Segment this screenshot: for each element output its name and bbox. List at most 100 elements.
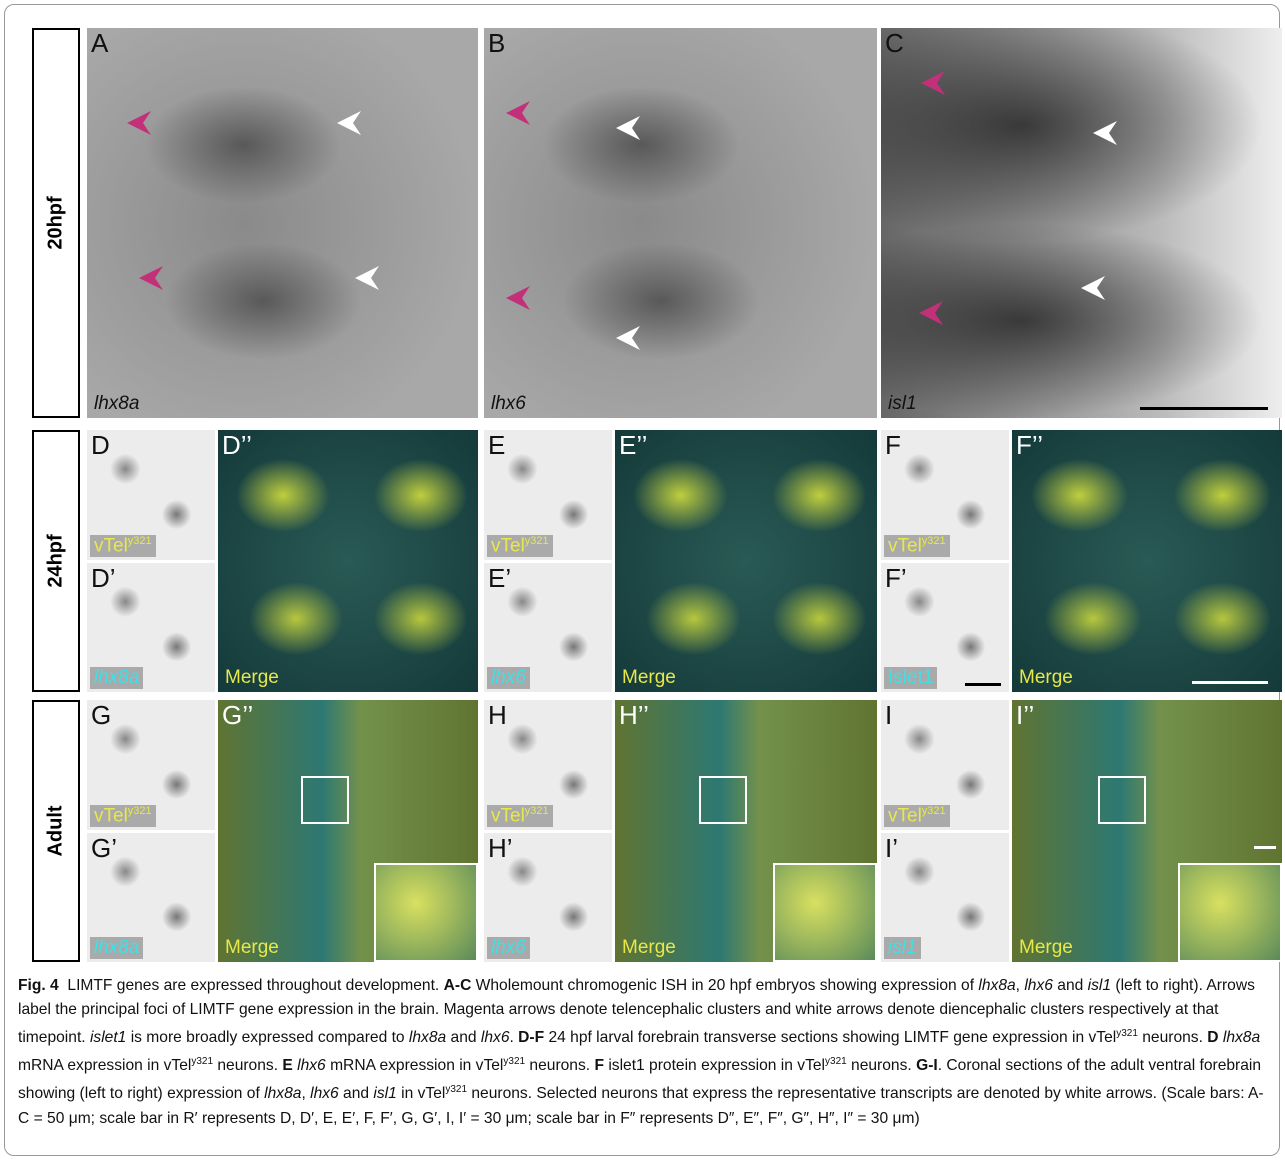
- panel-tag-text: vTel: [94, 805, 128, 826]
- roi-box: [1098, 776, 1146, 824]
- panel-tag: vTely321: [884, 805, 950, 827]
- caption-run: y321: [191, 1056, 213, 1067]
- panel-tag-text: Merge: [225, 667, 279, 688]
- micrograph-panel: F’’ Merge: [1012, 430, 1282, 692]
- panel-tag: vTely321: [884, 535, 950, 557]
- caption-run: and: [1053, 977, 1088, 994]
- row-label: 20hpf: [32, 28, 80, 418]
- figure: Fig. 4 LIMTF genes are expressed through…: [0, 0, 1285, 1161]
- caption-run: .: [510, 1029, 519, 1046]
- caption-run: and: [446, 1029, 481, 1046]
- panel-tag: vTely321: [90, 805, 156, 827]
- panel-tag-sup: y321: [128, 805, 152, 817]
- panel-tag-text: lhx6: [491, 667, 526, 688]
- arrowhead: [616, 116, 640, 140]
- panel-tag: Merge: [221, 667, 283, 689]
- caption-run: lhx6: [1024, 977, 1053, 994]
- caption-run: lhx8a: [264, 1086, 301, 1103]
- arrowhead: [506, 286, 530, 310]
- scale-bar: [965, 683, 1001, 686]
- arrowhead: [506, 101, 530, 125]
- panel-tag-text: isl1: [888, 937, 917, 958]
- panel-tag: vTely321: [487, 535, 553, 557]
- caption-run: D: [1207, 1029, 1218, 1046]
- micrograph-panel: E’’ Merge: [615, 430, 877, 692]
- micrograph-panel: H’ lhx6: [484, 833, 612, 962]
- panel-letter: E’: [488, 563, 511, 594]
- roi-box: [699, 776, 747, 824]
- arrowhead: [616, 326, 640, 350]
- panel-tag: Merge: [1015, 667, 1077, 689]
- panel-tag: lhx8a: [90, 667, 143, 689]
- micrograph-panel: EvTely321: [484, 430, 612, 560]
- micrograph-panel: I’isl1: [881, 833, 1009, 962]
- caption-run: ,: [301, 1086, 310, 1103]
- panel-tag: lhx6: [487, 937, 530, 959]
- row-label-text: Adult: [45, 805, 68, 856]
- panel-letter: D’’: [222, 430, 252, 461]
- caption-run: LIMTF genes are expressed throughout dev…: [59, 977, 444, 994]
- caption-run: D-F: [518, 1029, 544, 1046]
- panel-letter: I: [885, 700, 892, 731]
- panel-letter: F’: [885, 563, 907, 594]
- panel-letter: H’: [488, 833, 513, 864]
- panel-tag-text: vTel: [491, 535, 525, 556]
- panel-tag: lhx6: [487, 667, 530, 689]
- micrograph-panel: H’’Merge: [615, 700, 877, 962]
- caption-run: 24 hpf larval forebrain transverse secti…: [544, 1029, 1116, 1046]
- panel-tag-text: vTel: [888, 535, 922, 556]
- arrowhead: [1081, 276, 1105, 300]
- panel-tag-sup: y321: [922, 805, 946, 817]
- scale-bar: [1192, 681, 1268, 684]
- panel-tag: lhx8a: [90, 937, 143, 959]
- panel-tag: Merge: [1015, 937, 1077, 959]
- panel-letter: E: [488, 430, 505, 461]
- caption-run: neurons.: [1138, 1029, 1207, 1046]
- micrograph-panel: Alhx8a: [87, 28, 478, 418]
- panel-letter: F’’: [1016, 430, 1043, 461]
- caption-run: and: [339, 1086, 374, 1103]
- caption-run: Fig. 4: [18, 977, 59, 994]
- panel-tag: vTely321: [487, 805, 553, 827]
- panel-letter: I’’: [1016, 700, 1034, 731]
- caption-run: islet1: [90, 1029, 126, 1046]
- panel-tag: Merge: [221, 937, 283, 959]
- panel-letter: G’’: [222, 700, 253, 731]
- panel-tag-text: lhx8a: [94, 667, 139, 688]
- caption-run: y321: [825, 1056, 847, 1067]
- panel-tag: Merge: [618, 667, 680, 689]
- panel-letter: G: [91, 700, 111, 731]
- panel-tag-text: lhx6: [491, 937, 526, 958]
- inset: [1178, 863, 1282, 962]
- caption-run: lhx8a: [978, 977, 1015, 994]
- inset: [773, 863, 877, 962]
- row-label: 24hpf: [32, 430, 80, 692]
- panel-letter: D’: [91, 563, 116, 594]
- panel-letter: H’’: [619, 700, 649, 731]
- micrograph-panel: F’ Islet1: [881, 563, 1009, 692]
- panel-tag-sup: y321: [525, 535, 549, 547]
- panel-letter: G’: [91, 833, 117, 864]
- caption-run: Wholemount chromogenic ISH in 20 hpf emb…: [471, 977, 978, 994]
- caption-run: y321: [1116, 1028, 1138, 1039]
- arrowhead: [1093, 121, 1117, 145]
- caption: Fig. 4 LIMTF genes are expressed through…: [18, 974, 1268, 1131]
- arrowhead: [355, 266, 379, 290]
- panel-tag-text: Islet1: [888, 667, 933, 688]
- caption-run: lhx6: [297, 1057, 326, 1074]
- scale-bar: [1254, 846, 1276, 849]
- inset: [374, 863, 478, 962]
- caption-run: islet1 protein expression in vTel: [604, 1057, 825, 1074]
- panel-tag-text: vTel: [491, 805, 525, 826]
- roi-box: [301, 776, 349, 824]
- row-label-text: 20hpf: [45, 196, 68, 249]
- arrow-layer: [881, 28, 1282, 418]
- panel-tag-sup: y321: [128, 535, 152, 547]
- arrowhead: [919, 301, 943, 325]
- panel-tag-text: Merge: [1019, 667, 1073, 688]
- panel-letter: E’’: [619, 430, 647, 461]
- caption-run: is more broadly expressed compared to: [126, 1029, 409, 1046]
